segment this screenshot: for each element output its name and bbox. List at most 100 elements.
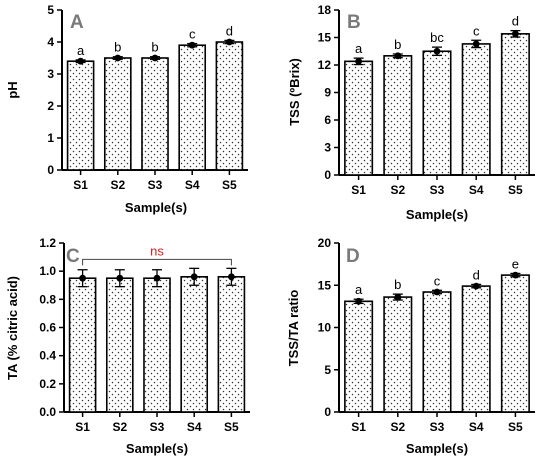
bar xyxy=(344,60,374,176)
y-tick-label: 1 xyxy=(47,131,54,145)
mean-point xyxy=(153,274,161,282)
y-tick-label: 0 xyxy=(47,163,54,177)
bar xyxy=(215,41,244,171)
bar xyxy=(143,277,171,413)
bar xyxy=(383,55,413,176)
significance-letter: c xyxy=(434,273,441,288)
y-tick-label: 20 xyxy=(318,236,332,250)
y-axis-title: TA (% citric acid) xyxy=(5,276,20,380)
x-tick-label: S5 xyxy=(508,420,523,434)
mean-point xyxy=(355,297,362,305)
x-tick-label: S2 xyxy=(110,178,125,192)
mean-point xyxy=(394,52,402,60)
x-tick-label: S1 xyxy=(351,420,366,434)
chart-panel-c: C TA (% citric acid) Sample(s) 0.0 0.2 0.4… xyxy=(5,236,250,456)
y-tick-label: 15 xyxy=(318,31,332,45)
bar xyxy=(500,274,530,413)
bar xyxy=(217,275,246,413)
y-tick-label: 0.0 xyxy=(39,405,56,419)
bar xyxy=(178,44,207,171)
y-tick-label: 0.2 xyxy=(39,377,56,391)
x-tick-label: S5 xyxy=(224,420,239,434)
significance-letter: a xyxy=(355,282,363,297)
bar xyxy=(103,57,132,171)
y-axis-title: TSS (ºBrix) xyxy=(287,58,302,126)
x-axis-title: Sample(s) xyxy=(406,207,468,222)
panel-letter: D xyxy=(346,246,360,267)
x-tick-label: S1 xyxy=(75,420,90,434)
x-tick-label: S3 xyxy=(148,178,163,192)
y-tick-label: 5 xyxy=(324,363,331,377)
x-axis-title: Sample(s) xyxy=(126,441,188,456)
y-tick-label: 18 xyxy=(318,3,332,17)
bar xyxy=(344,300,374,413)
chart-panel-b: B TSS (ºBrix) Sample(s) 0 3 6 9 12 15 18 S1 a S2 b… xyxy=(287,3,535,222)
y-tick-label: 6 xyxy=(324,113,331,127)
y-axis-title: pH xyxy=(5,81,20,98)
mean-point xyxy=(512,271,519,279)
bar xyxy=(141,57,169,171)
x-tick-label: S1 xyxy=(73,178,88,192)
mean-point xyxy=(190,273,198,281)
significance-bracket xyxy=(82,258,232,266)
bar xyxy=(383,296,413,413)
significance-letter: bc xyxy=(430,30,444,45)
y-tick-label: 0.6 xyxy=(39,321,56,335)
x-tick-label: S2 xyxy=(112,420,127,434)
mean-point xyxy=(472,40,480,48)
significance-letter: d xyxy=(473,267,480,282)
bar xyxy=(422,291,452,413)
mean-point xyxy=(228,273,235,281)
panel-letter: B xyxy=(347,12,361,33)
mean-point xyxy=(512,30,519,38)
bar xyxy=(461,43,491,176)
panel-letter: C xyxy=(66,246,80,267)
x-tick-label: S4 xyxy=(469,183,484,197)
bar xyxy=(105,277,134,413)
chart-panel-d: D TSS/TA ratio Sample(s) 0 5 10 15 20 S1 a S2 b S… xyxy=(286,236,535,456)
y-tick-label: 2 xyxy=(47,99,54,113)
bar xyxy=(66,60,95,171)
y-tick-label: 9 xyxy=(324,86,331,100)
x-axis-title: Sample(s) xyxy=(125,200,187,215)
mean-point xyxy=(79,274,86,282)
bar xyxy=(500,33,530,176)
significance-letter: a xyxy=(355,41,363,56)
mean-point xyxy=(77,57,84,65)
significance-letter: e xyxy=(512,256,519,271)
mean-point xyxy=(116,274,124,282)
bar xyxy=(461,285,491,413)
significance-letter: b xyxy=(114,40,121,55)
significance-ns-label: ns xyxy=(150,243,164,258)
x-tick-label: S3 xyxy=(430,420,445,434)
y-tick-label: 12 xyxy=(318,58,332,72)
mean-point xyxy=(355,57,362,65)
bar xyxy=(68,277,97,413)
x-tick-label: S1 xyxy=(351,183,366,197)
significance-letter: c xyxy=(189,27,196,42)
y-tick-label: 0 xyxy=(324,405,331,419)
x-tick-label: S5 xyxy=(222,178,237,192)
x-tick-label: S4 xyxy=(187,420,202,434)
x-tick-label: S2 xyxy=(390,183,405,197)
significance-letter: b xyxy=(151,40,158,55)
mean-point xyxy=(188,41,196,49)
significance-letter: a xyxy=(77,43,85,58)
chart-panel-a: A pH Sample(s) 0 1 2 3 4 5 S1 a S2 b S3 b S4 c S5 d xyxy=(5,3,248,215)
y-tick-label: 15 xyxy=(318,278,332,292)
y-tick-label: 3 xyxy=(47,67,54,81)
mean-point xyxy=(151,54,159,62)
mean-point xyxy=(433,47,441,55)
y-tick-label: 10 xyxy=(318,321,332,335)
mean-point xyxy=(114,54,122,62)
y-tick-label: 0.8 xyxy=(39,292,56,306)
x-tick-label: S4 xyxy=(185,178,200,192)
y-tick-label: 0.4 xyxy=(39,349,56,363)
y-tick-label: 3 xyxy=(324,141,331,155)
bar xyxy=(422,50,452,176)
y-tick-label: 1.2 xyxy=(39,236,56,250)
significance-letter: d xyxy=(226,23,233,38)
x-tick-label: S5 xyxy=(508,183,523,197)
mean-point xyxy=(433,288,441,296)
x-tick-label: S2 xyxy=(390,420,405,434)
